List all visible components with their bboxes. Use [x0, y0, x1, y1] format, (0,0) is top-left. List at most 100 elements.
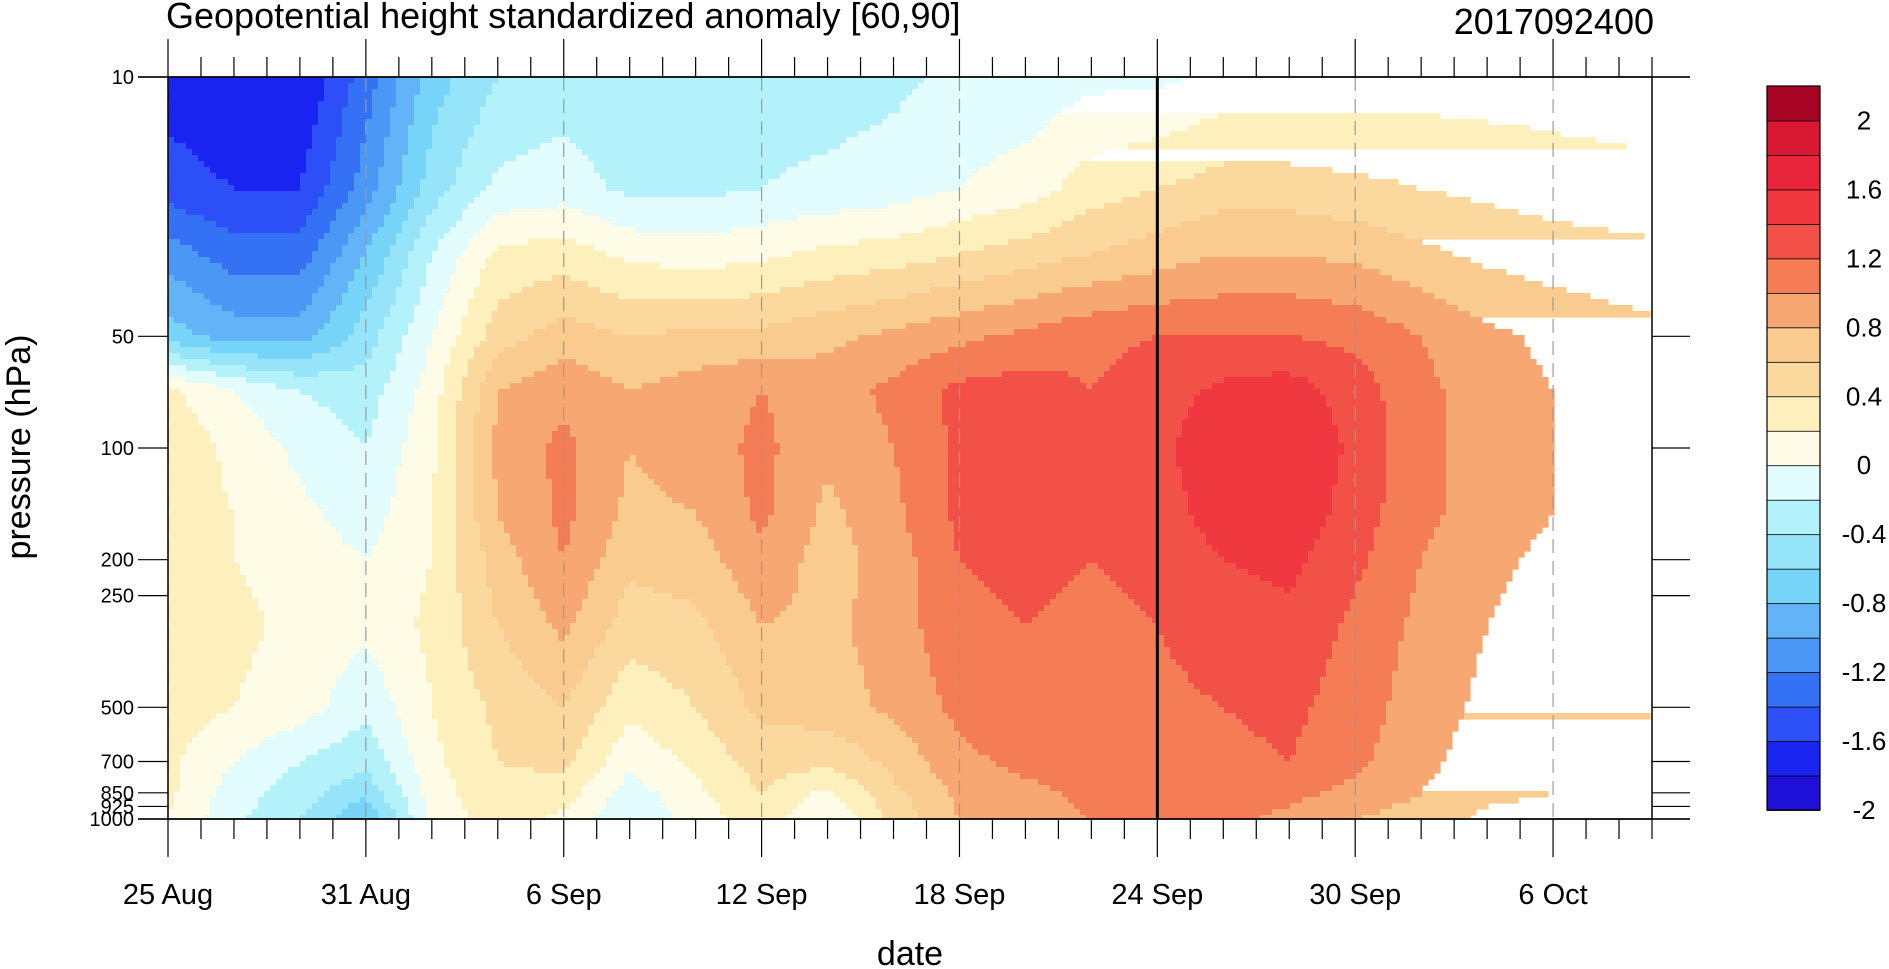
contour-cell	[462, 389, 481, 396]
contour-cell	[378, 413, 409, 420]
contour-cell	[420, 287, 451, 294]
contour-cell	[342, 539, 379, 546]
contour-cell	[840, 143, 1021, 150]
contour-cell	[702, 365, 907, 372]
contour-cell	[1182, 425, 1339, 432]
y-tick-label: 1000	[90, 809, 135, 831]
contour-cell	[900, 497, 949, 504]
contour-cell	[1380, 389, 1447, 396]
contour-cell	[420, 293, 445, 300]
contour-cell	[168, 653, 253, 660]
contour-cell	[666, 329, 883, 336]
contour-cell	[966, 179, 1063, 186]
contour-cell	[492, 359, 559, 366]
contour-cell	[1152, 269, 1381, 276]
contour-cell	[762, 527, 811, 534]
contour-cell	[306, 491, 397, 498]
contour-cell	[948, 491, 1189, 498]
contour-cell	[492, 83, 919, 90]
contour-cell	[690, 701, 745, 708]
contour-cell	[714, 635, 853, 642]
contour-cell	[1446, 419, 1555, 426]
contour-cell	[222, 779, 277, 786]
contour-cell	[600, 557, 721, 564]
contour-cell	[396, 467, 439, 474]
contour-cell	[588, 779, 625, 786]
contour-cell	[1386, 701, 1465, 708]
contour-cell	[672, 593, 745, 600]
contour-cell	[354, 323, 385, 330]
contour-cell	[378, 539, 433, 546]
contour-cell	[1188, 677, 1321, 684]
contour-cell	[1470, 311, 1651, 318]
contour-cell	[1038, 263, 1177, 270]
contour-cell	[774, 425, 889, 432]
contour-cell	[414, 245, 439, 252]
contour-cell	[444, 365, 469, 372]
contour-cell	[330, 407, 379, 414]
contour-cell	[1428, 353, 1531, 360]
contour-cell	[444, 191, 481, 198]
contour-cell	[1092, 383, 1213, 390]
contour-cell	[546, 365, 589, 372]
contour-cell	[582, 791, 613, 798]
contour-cell	[564, 767, 601, 774]
contour-cell	[474, 425, 493, 432]
contour-cell	[1326, 515, 1381, 522]
contour-cell	[1326, 521, 1381, 528]
contour-cell	[468, 299, 499, 306]
contour-cell	[306, 263, 331, 270]
contour-cell	[492, 611, 547, 618]
contour-cell	[1416, 575, 1513, 582]
contour-cell	[498, 623, 553, 630]
contour-cell	[168, 815, 205, 819]
contour-cell	[252, 587, 427, 594]
contour-cell	[168, 131, 313, 138]
contour-cell	[480, 407, 499, 414]
contour-cell	[408, 809, 427, 816]
contour-cell	[342, 671, 385, 678]
contour-cell	[1332, 299, 1447, 306]
contour-cell	[1446, 299, 1609, 306]
contour-cell	[1122, 275, 1393, 282]
contour-cell	[480, 275, 553, 282]
contour-cell	[780, 449, 895, 456]
contour-cell	[1062, 257, 1201, 264]
contour-cell	[420, 185, 451, 192]
contour-cell	[960, 731, 1255, 738]
y-tick-label: 925	[101, 796, 134, 818]
contour-cell	[1374, 749, 1447, 756]
contour-cell	[576, 479, 625, 486]
contour-cell	[414, 311, 439, 318]
contour-cell	[1344, 443, 1387, 450]
contour-cell	[1350, 599, 1411, 606]
contour-cell	[804, 557, 859, 564]
contour-cell	[168, 611, 265, 618]
contour-cell	[462, 323, 487, 330]
contour-cell	[750, 509, 775, 516]
contour-cell	[738, 443, 781, 450]
contour-cell	[600, 809, 673, 816]
contour-cell	[1170, 299, 1333, 306]
contour-cell	[432, 545, 457, 552]
contour-cell	[1296, 581, 1357, 588]
contour-cell	[582, 743, 613, 750]
contour-cell	[552, 509, 577, 516]
contour-cell	[360, 143, 385, 150]
contour-cell	[216, 455, 289, 462]
contour-cell	[1122, 587, 1285, 594]
contour-cell	[618, 737, 655, 744]
contour-cell	[1380, 269, 1507, 276]
contour-cell	[1434, 527, 1543, 534]
contour-cell	[1134, 599, 1351, 606]
contour-cell	[558, 545, 565, 552]
contour-cell	[576, 617, 613, 624]
contour-cell	[606, 803, 667, 810]
contour-cell	[774, 479, 901, 486]
contour-cell	[498, 305, 847, 312]
contour-cell	[912, 89, 1105, 96]
contour-cell	[576, 461, 625, 468]
contour-cell	[1104, 569, 1249, 576]
contour-cell	[570, 431, 745, 438]
contour-cell	[252, 593, 421, 600]
